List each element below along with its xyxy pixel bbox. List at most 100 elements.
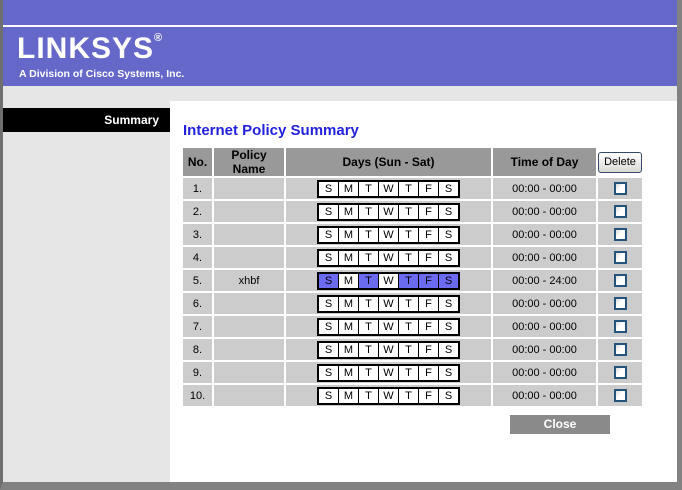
delete-cell — [598, 270, 642, 291]
policy-name-cell — [214, 247, 284, 268]
delete-cell — [598, 385, 642, 406]
close-row: Close — [183, 415, 677, 434]
day-cell-0: S — [318, 364, 339, 381]
day-cell-6: S — [438, 341, 459, 358]
day-cell-4: T — [398, 226, 419, 243]
day-cell-1: M — [338, 180, 359, 197]
day-cell-3: W — [378, 272, 399, 289]
policy-name-cell — [214, 385, 284, 406]
delete-checkbox[interactable] — [613, 205, 627, 218]
time-of-day-cell: 00:00 - 00:00 — [493, 178, 596, 199]
delete-button[interactable]: Delete — [598, 151, 642, 173]
delete-checkbox[interactable] — [613, 343, 627, 356]
time-of-day-cell: 00:00 - 00:00 — [493, 247, 596, 268]
row-number: 9. — [183, 362, 212, 383]
day-cell-0: S — [318, 295, 339, 312]
time-of-day-cell: 00:00 - 00:00 — [493, 385, 596, 406]
day-cell-6: S — [438, 249, 459, 266]
delete-checkbox[interactable] — [613, 274, 627, 287]
day-cell-2: T — [358, 249, 379, 266]
policy-name-cell — [214, 316, 284, 337]
table-header-row: No. Policy Name Days (Sun - Sat) Time of… — [183, 148, 642, 176]
delete-checkbox[interactable] — [613, 389, 627, 402]
day-cell-6: S — [438, 203, 459, 220]
row-number: 8. — [183, 339, 212, 360]
day-cell-0: S — [318, 341, 339, 358]
day-cell-5: F — [418, 341, 439, 358]
sidebar-item-summary[interactable]: Summary — [3, 108, 170, 132]
logo-text: LINKSYS — [17, 32, 155, 65]
delete-checkbox[interactable] — [613, 366, 627, 379]
row-number: 4. — [183, 247, 212, 268]
day-cell-3: W — [378, 364, 399, 381]
day-cell-1: M — [338, 295, 359, 312]
day-cell-3: W — [378, 249, 399, 266]
delete-cell — [598, 362, 642, 383]
header-delete: Delete — [598, 148, 642, 176]
subheader-band — [3, 86, 677, 101]
day-cell-5: F — [418, 318, 439, 335]
day-cell-6: S — [438, 180, 459, 197]
day-cell-4: T — [398, 341, 419, 358]
day-cell-5: F — [418, 203, 439, 220]
day-cell-6: S — [438, 387, 459, 404]
day-cell-0: S — [318, 226, 339, 243]
policy-name-cell — [214, 362, 284, 383]
linksys-logo: LINKSYS® — [17, 32, 163, 65]
day-cell-5: F — [418, 180, 439, 197]
day-cell-6: S — [438, 364, 459, 381]
row-number: 3. — [183, 224, 212, 245]
row-number: 7. — [183, 316, 212, 337]
day-cell-3: W — [378, 295, 399, 312]
close-button[interactable]: Close — [510, 415, 610, 434]
delete-checkbox[interactable] — [613, 297, 627, 310]
policy-name-cell — [214, 224, 284, 245]
row-number: 10. — [183, 385, 212, 406]
day-cell-0: S — [318, 272, 339, 289]
day-cell-2: T — [358, 180, 379, 197]
day-cell-4: T — [398, 272, 419, 289]
row-number: 6. — [183, 293, 212, 314]
day-cell-2: T — [358, 341, 379, 358]
day-cell-1: M — [338, 364, 359, 381]
day-cell-1: M — [338, 387, 359, 404]
delete-checkbox[interactable] — [613, 182, 627, 195]
policy-name-cell — [214, 293, 284, 314]
delete-checkbox[interactable] — [613, 228, 627, 241]
day-cell-4: T — [398, 249, 419, 266]
time-of-day-cell: 00:00 - 00:00 — [493, 201, 596, 222]
day-cell-4: T — [398, 180, 419, 197]
day-cell-3: W — [378, 387, 399, 404]
policy-name-cell — [214, 178, 284, 199]
delete-checkbox[interactable] — [613, 251, 627, 264]
policy-summary-table: No. Policy Name Days (Sun - Sat) Time of… — [181, 146, 644, 408]
delete-cell — [598, 247, 642, 268]
day-cell-6: S — [438, 318, 459, 335]
page-body: Summary Internet Policy Summary No. Poli… — [3, 101, 677, 482]
registered-mark: ® — [154, 32, 163, 44]
delete-checkbox[interactable] — [613, 320, 627, 333]
day-cell-4: T — [398, 295, 419, 312]
row-number: 2. — [183, 201, 212, 222]
delete-cell — [598, 316, 642, 337]
time-of-day-cell: 00:00 - 00:00 — [493, 362, 596, 383]
day-cell-0: S — [318, 318, 339, 335]
day-cell-0: S — [318, 249, 339, 266]
day-cell-4: T — [398, 364, 419, 381]
day-cell-1: M — [338, 203, 359, 220]
